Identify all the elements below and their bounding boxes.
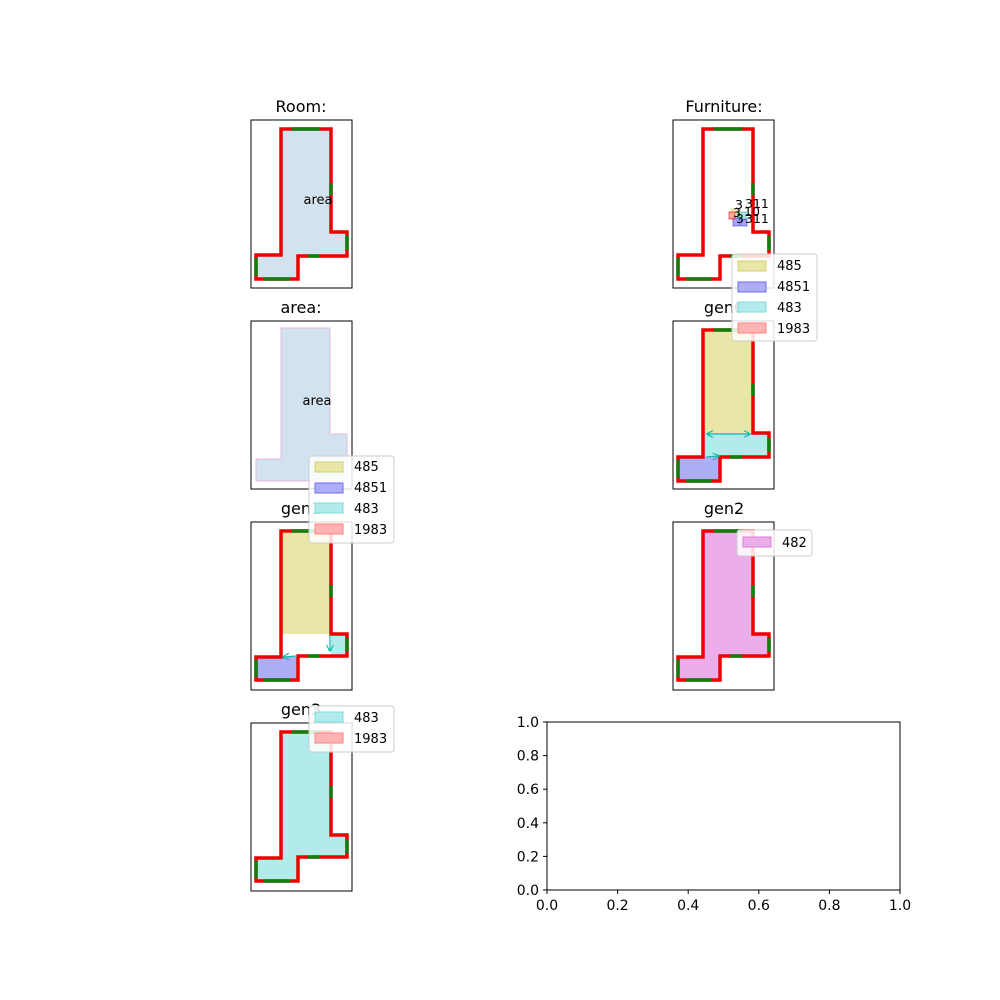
gen3-legend: 483 1983 bbox=[308, 705, 395, 753]
legend-swatch-red bbox=[314, 523, 344, 535]
x-tick-label: 0.0 bbox=[536, 898, 558, 914]
furniture-label-0: 3 bbox=[735, 197, 743, 212]
x-tick-label: 1.0 bbox=[889, 898, 911, 914]
gen2-panel: gen2 bbox=[672, 499, 775, 691]
gen0-panel: gen0 bbox=[672, 298, 775, 490]
room-panel: Room: area bbox=[250, 97, 353, 289]
empty-axes: 0.0 0.2 0.4 0.6 0.8 1.0 0.0 0.2 0.4 0.6 0.8 1.0 bbox=[517, 715, 911, 914]
room-title: Room: bbox=[276, 97, 327, 116]
area-label: area bbox=[303, 394, 332, 409]
gen0-zone-blue bbox=[678, 457, 720, 481]
y-ticks: 0.0 0.2 0.4 0.6 0.8 1.0 bbox=[517, 715, 547, 899]
area-panel: area: area bbox=[250, 298, 353, 490]
furniture-items bbox=[728, 208, 748, 227]
gen1-walls bbox=[254, 529, 349, 682]
furniture-label-1: 311 bbox=[745, 196, 769, 211]
legend-label: 4851 bbox=[354, 481, 387, 496]
room-area-label: area bbox=[304, 193, 333, 208]
gen2-doors bbox=[676, 529, 771, 682]
legend-label: 483 bbox=[777, 301, 802, 316]
legend-label: 483 bbox=[354, 711, 379, 726]
gen2-title: gen2 bbox=[704, 499, 744, 518]
gen0-arrow-short bbox=[705, 456, 719, 457]
x-tick-label: 0.4 bbox=[677, 898, 699, 914]
y-tick-label: 0.2 bbox=[517, 849, 539, 865]
legend-swatch-yellow bbox=[314, 461, 344, 473]
legend-label: 485 bbox=[777, 259, 802, 274]
legend-label: 4851 bbox=[777, 280, 810, 295]
gen1-legend: 485 4851 483 1983 bbox=[308, 455, 395, 544]
room-walls bbox=[254, 127, 349, 281]
furniture-title: Furniture: bbox=[685, 97, 762, 116]
furniture-label-4: 3 bbox=[736, 211, 744, 226]
room-doors bbox=[254, 127, 349, 281]
gen1-panel: gen1 bbox=[250, 499, 353, 691]
gen1-arrow-short bbox=[283, 656, 298, 657]
room-floor bbox=[256, 129, 347, 279]
x-tick-label: 0.2 bbox=[606, 898, 628, 914]
x-tick-label: 0.6 bbox=[748, 898, 770, 914]
y-tick-label: 0.8 bbox=[517, 749, 539, 765]
gen1-zone-blue bbox=[256, 657, 298, 679]
legend-swatch-magenta bbox=[742, 536, 772, 548]
gen1-zone-yellow bbox=[281, 533, 331, 634]
legend-label: 1983 bbox=[354, 523, 387, 538]
legend-swatch-blue bbox=[314, 482, 344, 494]
y-tick-label: 0.0 bbox=[517, 883, 539, 899]
legend-label: 1983 bbox=[777, 322, 810, 337]
legend-swatch-yellow bbox=[737, 260, 767, 272]
x-ticks: 0.0 0.2 0.4 0.6 0.8 1.0 bbox=[536, 890, 911, 914]
empty-axes-frame bbox=[546, 721, 901, 891]
y-tick-label: 0.6 bbox=[517, 782, 539, 798]
legend-swatch-cyan bbox=[314, 502, 344, 514]
furniture-label-5: 311 bbox=[745, 211, 769, 226]
gen0-zone-yellow bbox=[703, 332, 753, 433]
area-title: area: bbox=[280, 298, 321, 317]
legend-label: 482 bbox=[782, 536, 807, 551]
gen1-zone-cyan bbox=[331, 634, 347, 656]
legend-label: 483 bbox=[354, 502, 379, 517]
legend-swatch-cyan bbox=[314, 711, 344, 723]
gen2-zone-magenta bbox=[676, 529, 771, 682]
legend-swatch-blue bbox=[737, 281, 767, 293]
gen2-legend: 482 bbox=[736, 529, 813, 557]
gen3-walls bbox=[254, 730, 349, 883]
y-tick-label: 1.0 bbox=[517, 715, 539, 731]
y-tick-label: 0.4 bbox=[517, 816, 539, 832]
legend-label: 1983 bbox=[354, 732, 387, 747]
legend-swatch-red bbox=[314, 732, 344, 744]
gen0-walls bbox=[676, 328, 771, 483]
gen0-zone-cyan bbox=[703, 433, 769, 457]
legend-label: 485 bbox=[354, 460, 379, 475]
x-tick-label: 0.8 bbox=[818, 898, 840, 914]
legend-swatch-cyan bbox=[737, 301, 767, 313]
furniture-walls bbox=[676, 127, 771, 281]
furniture-label-3: 10 bbox=[744, 204, 760, 219]
gen3-zone-cyan bbox=[256, 734, 347, 881]
legend-swatch-red bbox=[737, 322, 767, 334]
furniture-label-2: 3 bbox=[733, 205, 741, 220]
gen0-legend: 485 4851 483 1983 bbox=[731, 253, 818, 342]
